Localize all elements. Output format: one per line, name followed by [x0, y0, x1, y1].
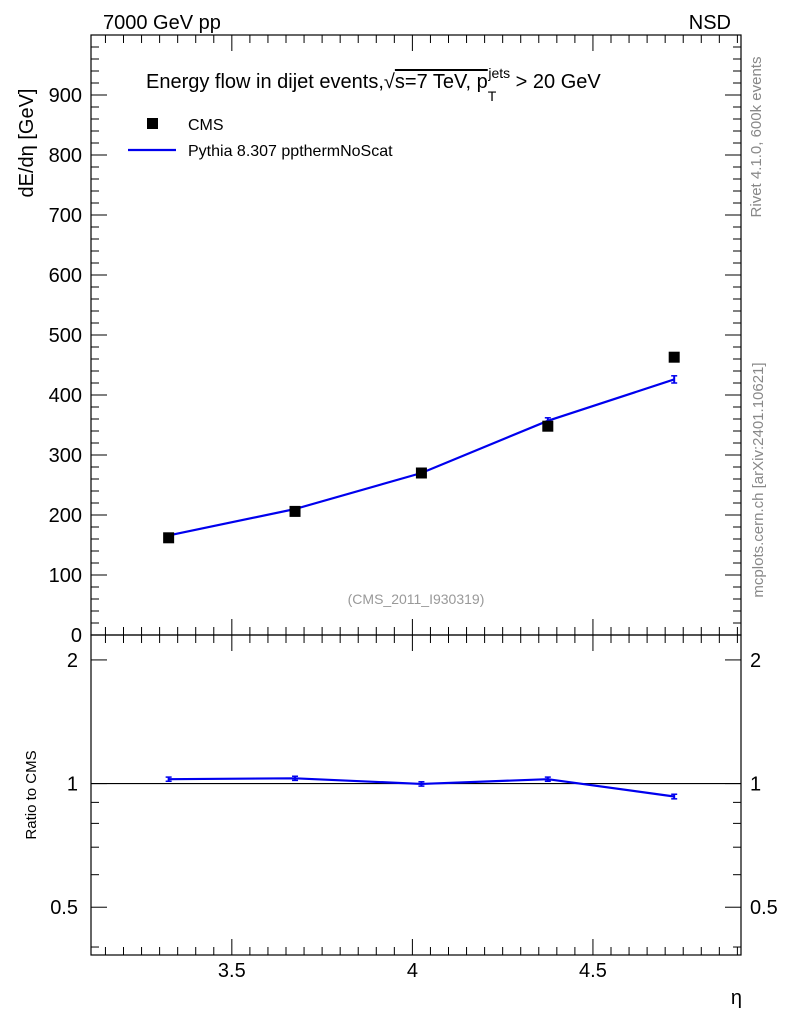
- ratio-tick-label-right: 2: [750, 650, 761, 672]
- x-tick-label: 4: [407, 960, 418, 982]
- ratio-tick-label-left: 0.5: [50, 897, 78, 919]
- y-tick-label: 300: [49, 445, 82, 467]
- legend-marker-cms: [147, 118, 158, 129]
- y-tick-label: 800: [49, 145, 82, 167]
- legend-label-pythia: Pythia 8.307 ppthermNoScat: [188, 143, 393, 160]
- ratio-tick-label-left: 2: [67, 650, 78, 672]
- ratio-tick-label-right: 0.5: [750, 897, 778, 919]
- title-s-expr: s=7 TeV, p: [395, 71, 488, 93]
- main-ticks: [91, 46, 741, 636]
- y-tick-label: 700: [49, 205, 82, 227]
- cms-data-point: [415, 467, 427, 479]
- title-suffix: > 20 GeV: [510, 71, 601, 93]
- ratio-line: [168, 777, 675, 798]
- main-data-marks: [163, 351, 680, 544]
- ratio-tick-label-left: 1: [67, 774, 78, 796]
- cms-data-point: [542, 420, 554, 432]
- y-tick-label: 900: [49, 85, 82, 107]
- title-sub: T: [488, 88, 497, 104]
- rivet-info: Rivet 4.1.0, 600k events: [748, 57, 765, 218]
- y-tick-label: 100: [49, 565, 82, 587]
- title-sqrt: √: [384, 71, 395, 93]
- ratio-data-marks: [165, 775, 678, 800]
- x-ticks: [104, 35, 738, 955]
- x-tick-labels: 3.5 4 4.5: [218, 960, 607, 982]
- ratio-y-axis-label: Ratio to CMS: [23, 750, 40, 839]
- y-axis-label: dE/dη [GeV]: [16, 89, 38, 198]
- analysis-watermark: (CMS_2011_I930319): [348, 591, 485, 607]
- cms-data-point: [289, 505, 301, 517]
- ratio-tick-labels: 0.5 0.5 1 1 2 2: [50, 650, 778, 919]
- pythia-line: [168, 378, 675, 537]
- header-left: 7000 GeV pp: [103, 12, 221, 34]
- x-axis-label: η: [731, 987, 742, 1009]
- x-tick-label: 4.5: [579, 960, 607, 982]
- legend-label-cms: CMS: [188, 117, 224, 134]
- x-tick-label: 3.5: [218, 960, 246, 982]
- cms-data-point: [163, 532, 175, 544]
- cms-data-point: [668, 351, 680, 363]
- y-tick-label: 0: [71, 625, 82, 647]
- ratio-ticks: [91, 659, 741, 948]
- chart-title: Energy flow in dijet events,√s=7 TeV, pT…: [146, 65, 601, 104]
- ratio-tick-label-right: 1: [750, 774, 761, 796]
- y-tick-label: 200: [49, 505, 82, 527]
- ratio-plot-frame: [90, 634, 742, 956]
- y-tick-label: 600: [49, 265, 82, 287]
- title-prefix: Energy flow in dijet events,: [146, 71, 384, 93]
- title-sup: jets: [487, 65, 510, 81]
- y-tick-label: 500: [49, 325, 82, 347]
- mcplots-info: mcplots.cern.ch [arXiv:2401.10621]: [750, 362, 767, 597]
- y-tick-label: 400: [49, 385, 82, 407]
- header-right: NSD: [689, 12, 731, 34]
- main-tick-labels: 0 100 200 300 400 500 600 700 800 900: [49, 85, 82, 647]
